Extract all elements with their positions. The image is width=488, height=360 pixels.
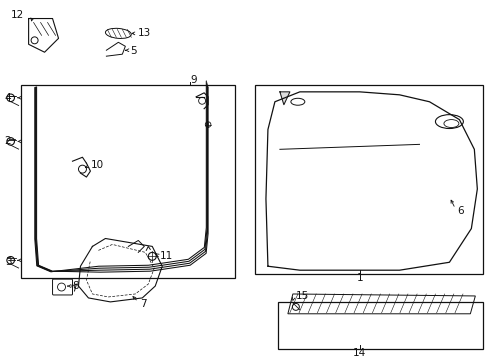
Bar [20, 85, 235, 278]
Text: 10: 10 [90, 160, 103, 170]
Text: 15: 15 [295, 291, 308, 301]
Text: 11: 11 [160, 251, 173, 261]
Bar [254, 85, 482, 274]
Text: 7: 7 [140, 299, 146, 309]
Text: 2: 2 [5, 136, 11, 147]
Text: 6: 6 [456, 206, 463, 216]
Text: 9: 9 [190, 75, 196, 85]
Text: 1: 1 [356, 273, 362, 283]
Text: 3: 3 [5, 257, 11, 267]
Text: 14: 14 [352, 348, 366, 359]
Text: 4: 4 [5, 93, 11, 103]
Text: 5: 5 [130, 46, 137, 56]
Polygon shape [279, 92, 289, 105]
Bar [277, 302, 482, 350]
Text: 13: 13 [138, 28, 151, 39]
Text: 8: 8 [72, 281, 79, 291]
Text: 12: 12 [11, 10, 24, 19]
